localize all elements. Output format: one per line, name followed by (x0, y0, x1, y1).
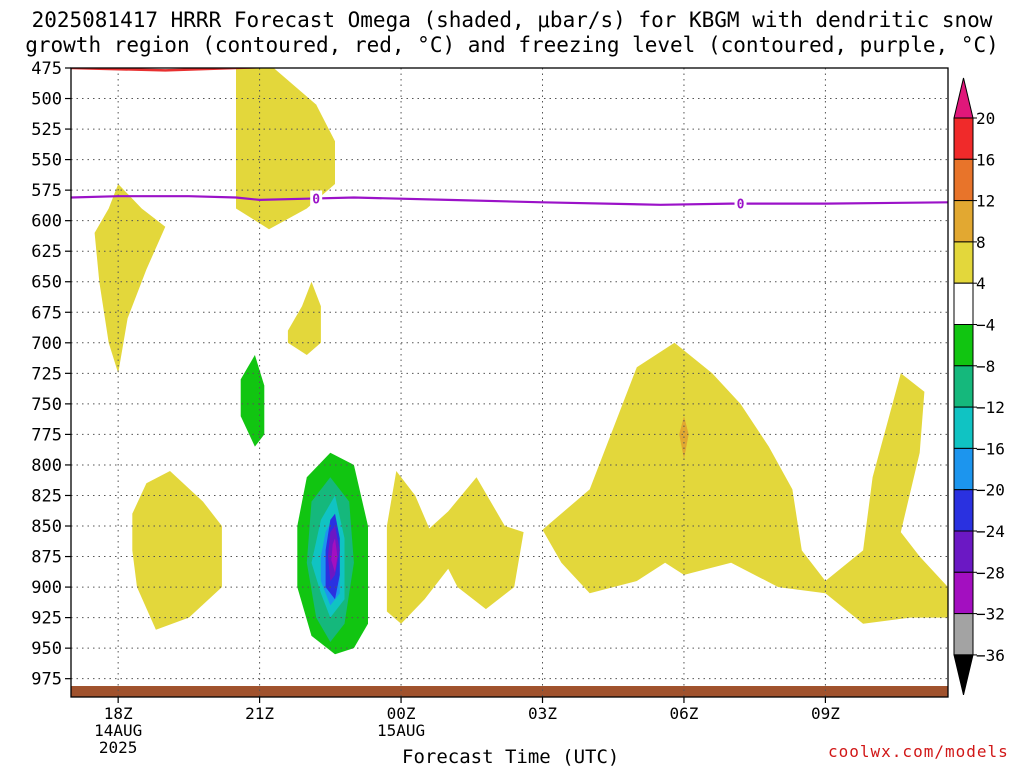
colorbar-segment-12 (953, 571, 974, 615)
omega-region-3 (132, 471, 222, 630)
freezing-level-label-0: 0 (312, 192, 320, 207)
y-tick-label-900: 900 (31, 578, 62, 598)
colorbar-segment-11 (953, 530, 974, 573)
x-tick-sublabel-18Z-0: 14AUG (94, 721, 142, 740)
colorbar-label-4: 4 (976, 274, 986, 293)
colorbar-segment-10 (953, 489, 974, 532)
colorbar-segment-7 (953, 365, 974, 408)
y-tick-label-525: 525 (31, 120, 62, 140)
x-tick-label-00Z: 00Z (387, 704, 416, 723)
omega-region-0 (236, 68, 335, 230)
freezing-level-line (71, 195, 948, 206)
colorbar-segment-3 (953, 200, 974, 243)
y-tick-label-625: 625 (31, 242, 62, 262)
omega-region-4 (386, 471, 524, 624)
y-tick-label-750: 750 (31, 395, 62, 415)
y-tick-label-975: 975 (31, 670, 62, 690)
colorbar-label-5: −4 (976, 316, 995, 335)
colorbar-label-3: 8 (976, 233, 986, 252)
colorbar-label-7: −12 (976, 398, 1005, 417)
colorbar-label-0: 20 (976, 109, 995, 128)
x-tick-label-21Z: 21Z (245, 704, 274, 723)
colorbar-label-11: −28 (976, 563, 1005, 582)
x-tick-label-06Z: 06Z (670, 704, 699, 723)
x-tick-label-03Z: 03Z (528, 704, 557, 723)
omega-region-7 (240, 355, 265, 447)
y-tick-label-475: 475 (31, 59, 62, 79)
y-tick-label-650: 650 (31, 273, 62, 293)
terrain-band (71, 686, 948, 697)
colorbar-segment-9 (953, 447, 974, 491)
colorbar-label-6: −8 (976, 357, 995, 376)
y-tick-label-500: 500 (31, 90, 62, 110)
y-tick-label-875: 875 (31, 548, 62, 568)
y-tick-label-700: 700 (31, 334, 62, 354)
y-tick-label-675: 675 (31, 303, 62, 323)
omega-region-1 (94, 184, 166, 374)
freezing-label-bg-1 (734, 195, 747, 212)
colorbar-segment-13 (953, 613, 974, 656)
y-tick-label-825: 825 (31, 486, 62, 506)
plot-frame (70, 67, 949, 698)
colorbar-top-arrow (953, 77, 974, 119)
credit-text: coolwx.com/models (828, 742, 1009, 761)
y-tick-label-550: 550 (31, 151, 62, 171)
y-tick-label-600: 600 (31, 212, 62, 232)
x-tick-label-18Z: 18Z (104, 704, 133, 723)
y-tick-label-775: 775 (31, 425, 62, 445)
colorbar-segment-8 (953, 406, 974, 449)
x-axis-title: Forecast Time (UTC) (402, 746, 620, 768)
omega-region-2 (287, 281, 321, 355)
colorbar-label-2: 12 (976, 192, 995, 211)
colorbar-label-9: −20 (976, 481, 1005, 500)
colorbar-segment-6 (953, 324, 974, 367)
colorbar-segment-1 (953, 117, 974, 160)
y-tick-label-950: 950 (31, 639, 62, 659)
y-tick-label-800: 800 (31, 456, 62, 476)
y-tick-label-850: 850 (31, 517, 62, 537)
freezing-level-label-1: 0 (737, 198, 745, 213)
dgz-contour-line (71, 68, 274, 72)
y-tick-label-725: 725 (31, 364, 62, 384)
omega-region-5 (542, 342, 948, 624)
colorbar-label-1: 16 (976, 150, 995, 169)
colorbar-segment-5 (953, 282, 974, 326)
y-tick-label-925: 925 (31, 609, 62, 629)
colorbar-label-13: −36 (976, 646, 1005, 665)
colorbar-label-10: −24 (976, 522, 1005, 541)
x-tick-sublabel-18Z-1: 2025 (99, 738, 138, 757)
freezing-label-bg-0 (310, 190, 323, 207)
colorbar-segment-2 (953, 158, 974, 202)
colorbar-label-12: −32 (976, 605, 1005, 624)
y-tick-label-575: 575 (31, 181, 62, 201)
colorbar-bottom-arrow (953, 654, 974, 696)
colorbar-segment-4 (953, 241, 974, 284)
chart-title: 2025081417 HRRR Forecast Omega (shaded, … (25, 8, 999, 57)
omega-region-14 (331, 538, 338, 573)
x-tick-sublabel-00Z-0: 15AUG (377, 721, 425, 740)
x-tick-label-09Z: 09Z (811, 704, 840, 723)
colorbar-label-8: −16 (976, 439, 1005, 458)
